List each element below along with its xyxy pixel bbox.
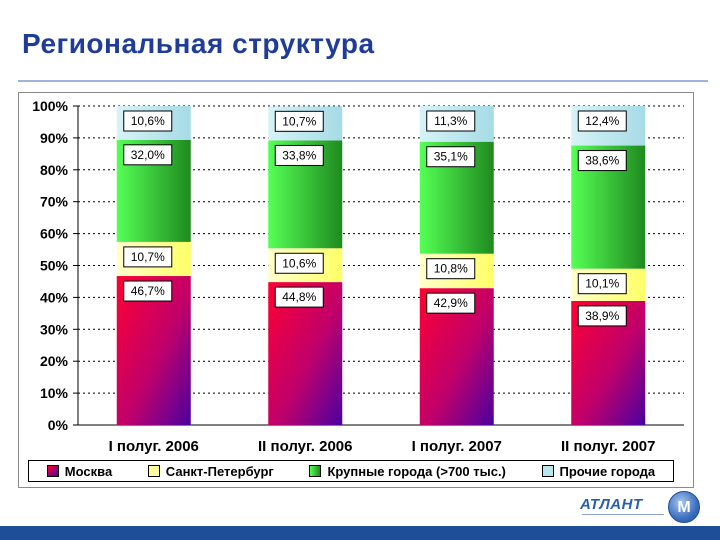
data-label-spb: 10,6% xyxy=(282,256,316,270)
legend-label-spb: Санкт-Петербург xyxy=(165,463,274,479)
legend-item-moscow: Москва xyxy=(46,463,113,479)
atlant-logo: АТЛАНТ М xyxy=(580,490,708,524)
data-label-spb: 10,1% xyxy=(585,277,619,291)
legend-item-spb: Санкт-Петербург xyxy=(147,463,274,479)
data-label-moscow-box xyxy=(426,292,476,314)
data-label-spb-box xyxy=(426,258,476,280)
logo-underline xyxy=(582,514,664,519)
legend-swatch-spb xyxy=(147,465,160,477)
data-label-spb: 10,7% xyxy=(131,250,165,264)
data-label-cities-box xyxy=(274,144,324,166)
data-label-other: 10,7% xyxy=(282,114,316,128)
x-category-label: II полуг. 2006 xyxy=(258,438,352,455)
data-label-moscow-box xyxy=(577,305,627,327)
y-tick-label: 60% xyxy=(40,226,69,242)
data-label-other: 12,4% xyxy=(585,114,619,128)
data-label-spb-box xyxy=(123,246,173,268)
data-label-other-box xyxy=(274,110,324,132)
x-category-label: I полуг. 2006 xyxy=(109,438,199,455)
data-label-moscow-box xyxy=(123,280,173,302)
data-label-moscow: 44,8% xyxy=(282,290,316,304)
data-label-cities: 33,8% xyxy=(282,148,316,162)
y-tick-label: 70% xyxy=(40,194,69,210)
legend-label-moscow: Москва xyxy=(64,463,113,479)
data-label-spb-box xyxy=(577,273,627,295)
data-label-other: 10,6% xyxy=(131,114,165,128)
x-category-label: I полуг. 2007 xyxy=(412,438,502,455)
data-label-cities: 38,6% xyxy=(585,154,619,168)
y-tick-label: 20% xyxy=(40,353,69,369)
data-label-cities: 32,0% xyxy=(131,148,165,162)
legend-swatch-moscow xyxy=(46,465,59,477)
data-label-cities-box xyxy=(123,144,173,166)
data-label-other-box xyxy=(123,110,173,132)
y-tick-label: 30% xyxy=(40,321,69,337)
legend-item-other: Прочие города xyxy=(541,463,656,479)
legend-swatch-cities xyxy=(309,465,322,477)
y-tick-label: 40% xyxy=(40,289,69,305)
data-label-other: 11,3% xyxy=(434,114,467,128)
stacked-bar-chart: 46,7% 10,7% 32,0% 10,6% 44,8% 10,6% 33,8% 10,7%… xyxy=(32,98,684,455)
y-tick-label: 80% xyxy=(40,162,69,178)
y-tick-label: 50% xyxy=(40,258,69,274)
data-label-spb: 10,8% xyxy=(434,262,468,276)
y-tick-label: 90% xyxy=(40,130,69,146)
data-label-cities: 35,1% xyxy=(434,150,468,164)
x-category-label: II полуг. 2007 xyxy=(561,438,655,455)
atlant-globe-icon: М xyxy=(668,491,700,523)
data-label-other-box xyxy=(577,110,627,132)
data-label-moscow: 46,7% xyxy=(131,284,165,298)
data-label-moscow: 38,9% xyxy=(585,309,619,323)
legend-swatch-other xyxy=(541,465,554,477)
data-label-moscow-box xyxy=(274,286,324,308)
title-divider xyxy=(18,80,708,82)
data-label-other-box xyxy=(426,110,476,132)
page-title: Региональная структура xyxy=(22,28,375,59)
data-label-moscow: 42,9% xyxy=(434,296,468,310)
y-tick-label: 10% xyxy=(40,385,69,401)
logo-text: АТЛАНТ xyxy=(580,496,643,513)
data-label-cities-box xyxy=(426,146,476,168)
legend-label-cities: Крупные города (>700 тыс.) xyxy=(327,463,506,479)
footer-bar xyxy=(0,526,720,540)
y-tick-label: 0% xyxy=(48,417,69,433)
legend-item-cities: Крупные города (>700 тыс.) xyxy=(309,463,506,479)
chart-legend: Москва Санкт-Петербург Крупные города (>… xyxy=(28,460,674,482)
data-label-cities-box xyxy=(577,150,627,172)
y-tick-label: 100% xyxy=(32,98,68,114)
legend-label-other: Прочие города xyxy=(559,463,656,479)
data-label-spb-box xyxy=(274,252,324,274)
